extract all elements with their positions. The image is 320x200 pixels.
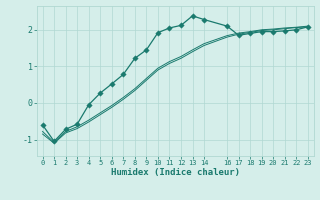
X-axis label: Humidex (Indice chaleur): Humidex (Indice chaleur) [111,168,240,177]
